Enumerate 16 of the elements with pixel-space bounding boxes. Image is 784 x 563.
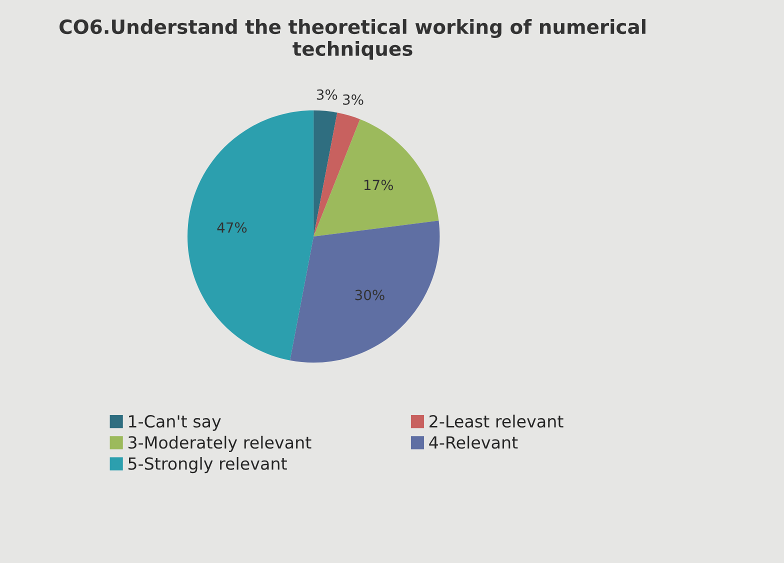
pie-slice	[290, 220, 440, 363]
data-label: 47%	[217, 222, 247, 233]
pie-slice	[314, 119, 439, 236]
legend-label: 2-Least relevant	[430, 414, 564, 428]
legend-label: 3-Moderately relevant	[128, 436, 312, 452]
data-label: 3%	[343, 94, 364, 105]
legend-label: 5-Strongly relevant	[128, 456, 287, 474]
data-label: 3%	[316, 89, 338, 100]
data-label: 17%	[364, 180, 394, 190]
chart-title: CO6.Understand the theoretical working of numerical techniques	[60, 19, 646, 60]
pie-slice	[314, 112, 360, 236]
legend-label: 4-Relevant	[429, 436, 518, 449]
pie-slice	[314, 110, 338, 236]
data-label: 30%	[355, 290, 384, 300]
legend-label: 1-Can't say	[129, 415, 221, 431]
pie-slice	[188, 110, 314, 360]
